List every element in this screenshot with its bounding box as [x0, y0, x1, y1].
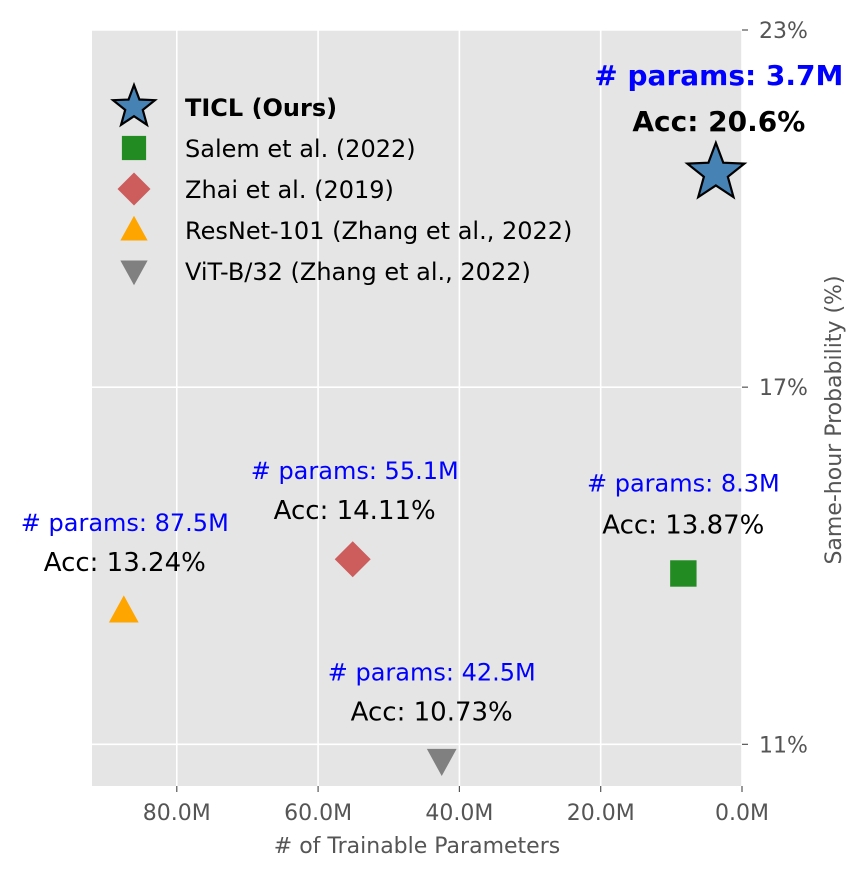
legend: TICL (Ours) Salem et al. (2022) Zhai et al…	[110, 81, 572, 286]
y-axis-label: Same-hour Probability (%)	[822, 275, 847, 564]
y-tick-label: 17%	[759, 376, 808, 401]
marker-star	[684, 139, 748, 200]
accuracy-annotation: Acc: 13.24%	[44, 548, 206, 578]
y-tick-label: 11%	[759, 733, 808, 758]
x-tick-label: 40.0M	[425, 801, 493, 826]
legend-entry-label: ResNet-101 (Zhang et al., 2022)	[185, 217, 572, 245]
x-tick-label: 0.0M	[715, 801, 769, 826]
grid-lines	[92, 29, 743, 786]
legend-marker-diamond	[117, 172, 151, 206]
legend-marker-square	[121, 135, 147, 161]
params-annotation: # params: 42.5M	[328, 658, 536, 686]
legend-marker-star	[110, 81, 158, 128]
x-axis-label: # of Trainable Parameters	[274, 834, 560, 859]
y-tick-label: 23%	[759, 19, 808, 44]
legend-entry-label: TICL (Ours)	[185, 94, 337, 122]
x-tick-label: 60.0M	[284, 801, 352, 826]
legend-entry-label: Salem et al. (2022)	[185, 135, 416, 163]
marker-square	[670, 560, 697, 587]
x-tick-label: 20.0M	[567, 801, 635, 826]
plot-area	[92, 30, 742, 786]
accuracy-annotation: Acc: 13.87%	[602, 510, 764, 540]
legend-entry-label: ViT-B/32 (Zhang et al., 2022)	[185, 258, 531, 286]
data-markers	[108, 139, 748, 777]
accuracy-annotation: Acc: 20.6%	[632, 105, 805, 138]
params-annotation: # params: 55.1M	[251, 457, 459, 485]
accuracy-annotation: Acc: 14.11%	[274, 496, 436, 526]
point-annotations: # params: 3.7M Acc: 20.6% # params: 8.3M Ac…	[21, 59, 844, 728]
accuracy-annotation: Acc: 10.73%	[351, 697, 513, 727]
marker-diamond	[334, 541, 371, 578]
legend-marker-triangle-up	[120, 215, 148, 241]
params-annotation: # params: 3.7M	[594, 59, 843, 92]
x-tick-label: 80.0M	[143, 801, 211, 826]
marker-triangle-down	[426, 748, 457, 777]
params-annotation: # params: 87.5M	[21, 509, 229, 537]
legend-marker-triangle-down	[120, 260, 148, 286]
axis-ticks: 80.0M 60.0M 40.0M 20.0M 0.0M 23% 17% 11%	[143, 19, 808, 826]
legend-entry-label: Zhai et al. (2019)	[185, 176, 394, 204]
marker-triangle-up	[108, 595, 139, 623]
params-annotation: # params: 8.3M	[587, 469, 780, 497]
